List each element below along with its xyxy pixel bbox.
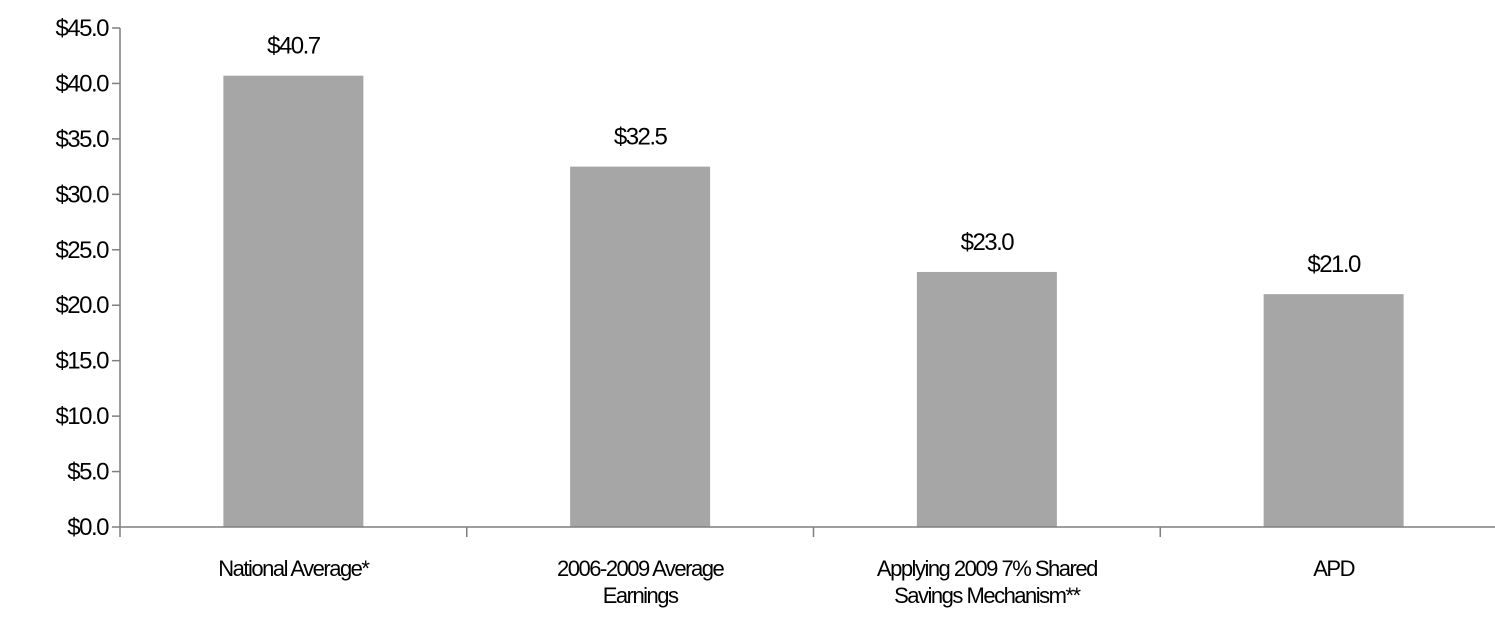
y-axis-ticks: $0.0 $5.0 $10.0 $15.0 $20.0 $25.0 $30.0 $35.0 $4… [55, 15, 120, 541]
bar [916, 271, 1057, 527]
axes-group [119, 28, 1495, 537]
category-label-line: APD [1313, 556, 1354, 581]
data-label: $40.7 [267, 33, 321, 60]
bar [223, 75, 364, 527]
category-label-line: Earnings [603, 583, 679, 608]
data-label: $23.0 [961, 229, 1015, 256]
y-tick-label: $20.0 [55, 292, 109, 319]
data-label: $21.0 [1307, 251, 1361, 278]
data-labels-group: $40.7 $32.5 $23.0 $21.0 [267, 33, 1362, 278]
y-tick-label: $10.0 [55, 403, 109, 430]
category-label: National Average* [218, 556, 370, 581]
category-labels-group: National Average* 2006-2009 Average Earnin… [218, 556, 1356, 608]
bar [570, 166, 711, 527]
category-label-line: Applying 2009 7% Shared [877, 556, 1097, 581]
y-tick-label: $30.0 [55, 181, 109, 208]
category-label: Applying 2009 7% Shared Savings Mechanism… [877, 556, 1097, 608]
category-label-line: 2006-2009 Average [557, 556, 724, 581]
y-tick-label: $25.0 [55, 237, 109, 264]
category-label-line: Savings Mechanism** [894, 583, 1081, 608]
y-tick-label: $45.0 [55, 15, 109, 42]
y-tick-label: $0.0 [67, 514, 109, 541]
y-tick-label: $35.0 [55, 126, 109, 153]
bar [1263, 294, 1404, 527]
category-label: APD [1313, 556, 1354, 581]
y-tick-label: $40.0 [55, 70, 109, 97]
data-label: $32.5 [614, 124, 668, 151]
category-label-line: National Average* [218, 556, 370, 581]
category-label: 2006-2009 Average Earnings [557, 556, 724, 608]
y-tick-label: $15.0 [55, 348, 109, 375]
bars-group [223, 75, 1404, 527]
y-tick-label: $5.0 [67, 459, 109, 486]
